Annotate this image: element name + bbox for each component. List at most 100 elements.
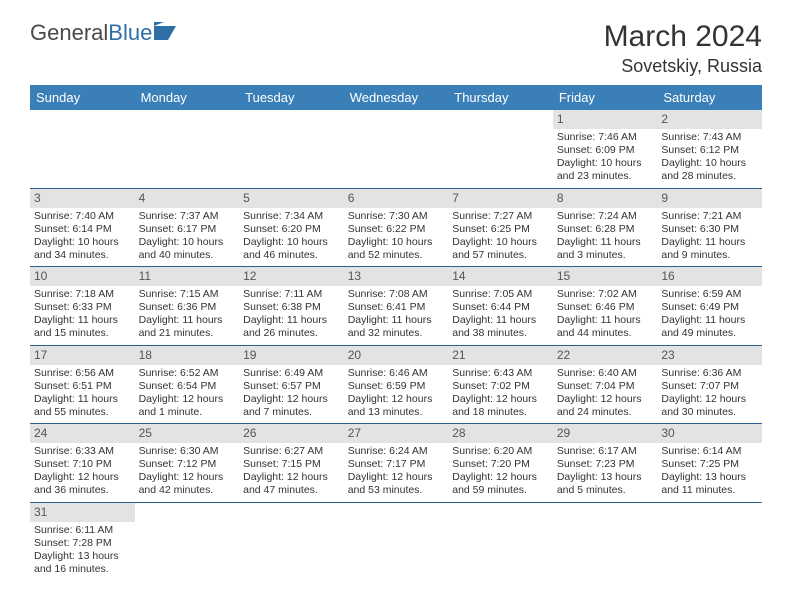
day-number: 15 [553,267,658,286]
calendar-cell [30,110,135,188]
cell-line: and 7 minutes. [243,406,340,419]
cell-line: Sunset: 6:14 PM [34,223,131,236]
day-number: 7 [448,189,553,208]
cell-line: and 40 minutes. [139,249,236,262]
day-number: 24 [30,424,135,443]
brand-name-b: Blue [108,20,152,46]
cell-line: and 26 minutes. [243,327,340,340]
cell-line: Sunset: 7:10 PM [34,458,131,471]
calendar-row: 3Sunrise: 7:40 AMSunset: 6:14 PMDaylight… [30,188,762,267]
calendar-cell: 26Sunrise: 6:27 AMSunset: 7:15 PMDayligh… [239,424,344,503]
day-number: 22 [553,346,658,365]
day-number: 11 [135,267,240,286]
calendar-cell [135,502,240,580]
cell-line: Sunset: 7:15 PM [243,458,340,471]
calendar-cell: 12Sunrise: 7:11 AMSunset: 6:38 PMDayligh… [239,267,344,346]
calendar-cell: 20Sunrise: 6:46 AMSunset: 6:59 PMDayligh… [344,345,449,424]
cell-line: Sunrise: 7:40 AM [34,210,131,223]
cell-line: Daylight: 10 hours [34,236,131,249]
cell-line: Sunrise: 7:46 AM [557,131,654,144]
cell-line: Sunrise: 6:40 AM [557,367,654,380]
cell-line: Sunset: 6:38 PM [243,301,340,314]
weekday-header: Monday [135,85,240,110]
cell-line: Daylight: 11 hours [557,236,654,249]
cell-line: and 21 minutes. [139,327,236,340]
cell-line: Sunrise: 7:15 AM [139,288,236,301]
cell-line: and 47 minutes. [243,484,340,497]
calendar-body: 1Sunrise: 7:46 AMSunset: 6:09 PMDaylight… [30,110,762,580]
calendar-header-row: SundayMondayTuesdayWednesdayThursdayFrid… [30,85,762,110]
month-year: March 2024 [604,20,762,54]
calendar-row: 24Sunrise: 6:33 AMSunset: 7:10 PMDayligh… [30,424,762,503]
day-number: 1 [553,110,658,129]
cell-line: Sunrise: 7:18 AM [34,288,131,301]
calendar-cell [344,110,449,188]
cell-line: Sunset: 6:36 PM [139,301,236,314]
cell-line: Sunrise: 7:30 AM [348,210,445,223]
cell-line: and 11 minutes. [661,484,758,497]
calendar-table: SundayMondayTuesdayWednesdayThursdayFrid… [30,85,762,580]
calendar-cell [448,502,553,580]
calendar-cell: 31Sunrise: 6:11 AMSunset: 7:28 PMDayligh… [30,502,135,580]
calendar-cell: 19Sunrise: 6:49 AMSunset: 6:57 PMDayligh… [239,345,344,424]
cell-line: Sunrise: 6:49 AM [243,367,340,380]
cell-line: and 13 minutes. [348,406,445,419]
cell-line: Sunrise: 6:11 AM [34,524,131,537]
cell-line: Sunrise: 7:21 AM [661,210,758,223]
cell-line: and 49 minutes. [661,327,758,340]
calendar-cell: 16Sunrise: 6:59 AMSunset: 6:49 PMDayligh… [657,267,762,346]
cell-line: Sunset: 6:20 PM [243,223,340,236]
weekday-header: Tuesday [239,85,344,110]
calendar-cell: 24Sunrise: 6:33 AMSunset: 7:10 PMDayligh… [30,424,135,503]
calendar-cell [553,502,658,580]
calendar-cell: 10Sunrise: 7:18 AMSunset: 6:33 PMDayligh… [30,267,135,346]
cell-line: Sunset: 7:02 PM [452,380,549,393]
day-number: 25 [135,424,240,443]
cell-line: Sunset: 6:51 PM [34,380,131,393]
cell-line: Sunset: 6:17 PM [139,223,236,236]
day-number: 26 [239,424,344,443]
cell-line: Sunrise: 7:34 AM [243,210,340,223]
cell-line: Sunrise: 6:56 AM [34,367,131,380]
cell-line: Sunset: 7:07 PM [661,380,758,393]
day-number: 5 [239,189,344,208]
cell-line: and 46 minutes. [243,249,340,262]
cell-line: Sunset: 7:20 PM [452,458,549,471]
day-number: 12 [239,267,344,286]
cell-line: Daylight: 13 hours [34,550,131,563]
calendar-cell: 28Sunrise: 6:20 AMSunset: 7:20 PMDayligh… [448,424,553,503]
calendar-cell: 9Sunrise: 7:21 AMSunset: 6:30 PMDaylight… [657,188,762,267]
title-block: March 2024 Sovetskiy, Russia [604,20,762,77]
weekday-header: Friday [553,85,658,110]
cell-line: Sunrise: 7:43 AM [661,131,758,144]
cell-line: Daylight: 12 hours [139,393,236,406]
cell-line: Sunrise: 7:11 AM [243,288,340,301]
page: GeneralBlue March 2024 Sovetskiy, Russia… [0,0,792,600]
cell-line: Daylight: 10 hours [243,236,340,249]
cell-line: and 9 minutes. [661,249,758,262]
cell-line: Sunrise: 6:46 AM [348,367,445,380]
day-number: 16 [657,267,762,286]
calendar-cell: 17 Sunrise: 6:56 AMSunset: 6:51 PMDayligh… [30,345,135,424]
day-number: 3 [30,189,135,208]
day-number: 17 [30,346,135,365]
cell-line: Sunset: 6:46 PM [557,301,654,314]
calendar-cell: 11Sunrise: 7:15 AMSunset: 6:36 PMDayligh… [135,267,240,346]
calendar-cell: 30Sunrise: 6:14 AMSunset: 7:25 PMDayligh… [657,424,762,503]
cell-line: Daylight: 12 hours [243,471,340,484]
cell-line: Daylight: 11 hours [452,314,549,327]
header: GeneralBlue March 2024 Sovetskiy, Russia [30,20,762,77]
location: Sovetskiy, Russia [604,56,762,77]
cell-line: Sunrise: 6:59 AM [661,288,758,301]
cell-line: and 5 minutes. [557,484,654,497]
cell-line: Daylight: 11 hours [34,393,131,406]
weekday-header: Thursday [448,85,553,110]
cell-line: and 23 minutes. [557,170,654,183]
calendar-cell [239,110,344,188]
cell-line: Daylight: 11 hours [348,314,445,327]
cell-line: Sunset: 7:12 PM [139,458,236,471]
cell-line: Sunrise: 6:17 AM [557,445,654,458]
day-number: 23 [657,346,762,365]
calendar-cell [239,502,344,580]
calendar-row: 10Sunrise: 7:18 AMSunset: 6:33 PMDayligh… [30,267,762,346]
